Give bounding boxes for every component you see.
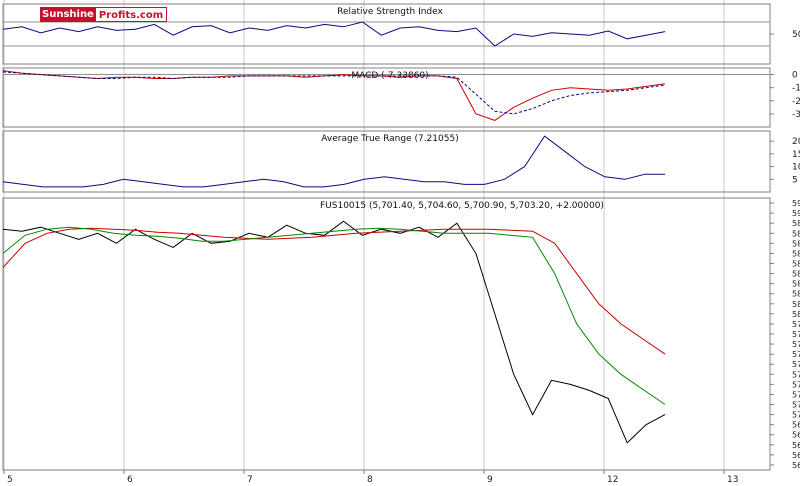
series-line-1 (2, 71, 666, 115)
brand-logo[interactable]: Sunshine Profits.com (40, 7, 168, 22)
x-tick-label: 5 (7, 475, 13, 485)
x-tick-label: 9 (487, 475, 493, 485)
x-tick-label: 6 (127, 475, 133, 485)
y-tick-label: 5670 (792, 441, 800, 450)
y-tick-label: 5840 (792, 270, 800, 279)
y-tick-label: 5780 (792, 330, 800, 339)
y-tick-label: 5770 (792, 340, 800, 349)
y-tick-label: 5700 (792, 411, 800, 420)
y-tick-label: 5650 (792, 461, 800, 470)
x-tick-label: 7 (247, 475, 253, 485)
logo-part-sunshine: Sunshine (40, 7, 96, 22)
y-tick-label: 5740 (792, 370, 800, 379)
series-line-0 (2, 70, 666, 121)
y-tick-label: 5690 (792, 421, 800, 430)
panel-frame (2, 130, 771, 193)
panel-title: Average True Range (7.21055) (321, 134, 458, 144)
y-tick-label: 5760 (792, 350, 800, 359)
y-tick-label: -30 (792, 110, 800, 120)
panel-3: 5910590058905880587058605850 584058305820… (2, 197, 800, 471)
y-tick-label: 10 (792, 163, 800, 173)
y-tick-label: 5830 (792, 280, 800, 289)
series-line-0 (2, 135, 665, 188)
series-line-1 (2, 227, 666, 355)
series-line-0 (2, 21, 666, 47)
panel-frame (2, 197, 771, 471)
y-tick-label: 50 (792, 30, 800, 40)
y-tick-label: 5790 (792, 320, 800, 329)
y-tick-label: 5680 (792, 431, 800, 440)
panel-2: 20 15 10 5 Average True Range (7.21055) (2, 130, 800, 193)
y-tick-label: 5710 (792, 401, 800, 410)
x-tick-label: 13 (727, 475, 738, 485)
y-tick-label: 5890 (792, 219, 800, 228)
chart-panels: 50Relative Strength Index0-10-20-30MACD … (2, 3, 800, 471)
y-tick-label: 20 (792, 137, 800, 147)
y-tick-label: 5810 (792, 300, 800, 309)
panel-1: 0-10-20-30MACD (-7.33860) (2, 67, 800, 128)
logo-part-profits: Profits.com (95, 7, 168, 22)
y-tick-label: 5900 (792, 209, 800, 218)
panel-0: 50 Relative Strength Index (2, 3, 800, 65)
y-tick-label: 5860 (792, 249, 800, 258)
y-tick-label: 5870 (792, 239, 800, 248)
panel-title: Relative Strength Index (337, 7, 443, 17)
y-tick-label: 5 (792, 175, 798, 185)
series-line-0 (2, 220, 666, 444)
y-tick-label: 5910 (792, 199, 800, 208)
panel-frame (2, 67, 771, 128)
y-tick-label: -10 (792, 84, 800, 94)
x-tick-label: 12 (607, 475, 618, 485)
y-tick-label: 5660 (792, 451, 800, 460)
series-line-2 (2, 226, 666, 405)
y-tick-label: 5880 (792, 229, 800, 238)
y-tick-label: 5820 (792, 290, 800, 299)
y-tick-label: -20 (792, 97, 800, 107)
y-tick-label: 5730 (792, 380, 800, 389)
y-tick-label: 0 (792, 71, 798, 81)
x-axis: 5 6 7 8 9 12 13 (3, 469, 770, 485)
panel-title: FUS10015 (5,701.40, 5,704.60, 5,700.90, … (320, 201, 604, 211)
y-tick-label: 5750 (792, 360, 800, 369)
y-tick-label: 15 (792, 150, 800, 160)
y-tick-label: 5850 (792, 259, 800, 268)
y-tick-label: 5720 (792, 390, 800, 399)
x-tick-label: 8 (367, 475, 373, 485)
y-tick-label: 5800 (792, 310, 800, 319)
